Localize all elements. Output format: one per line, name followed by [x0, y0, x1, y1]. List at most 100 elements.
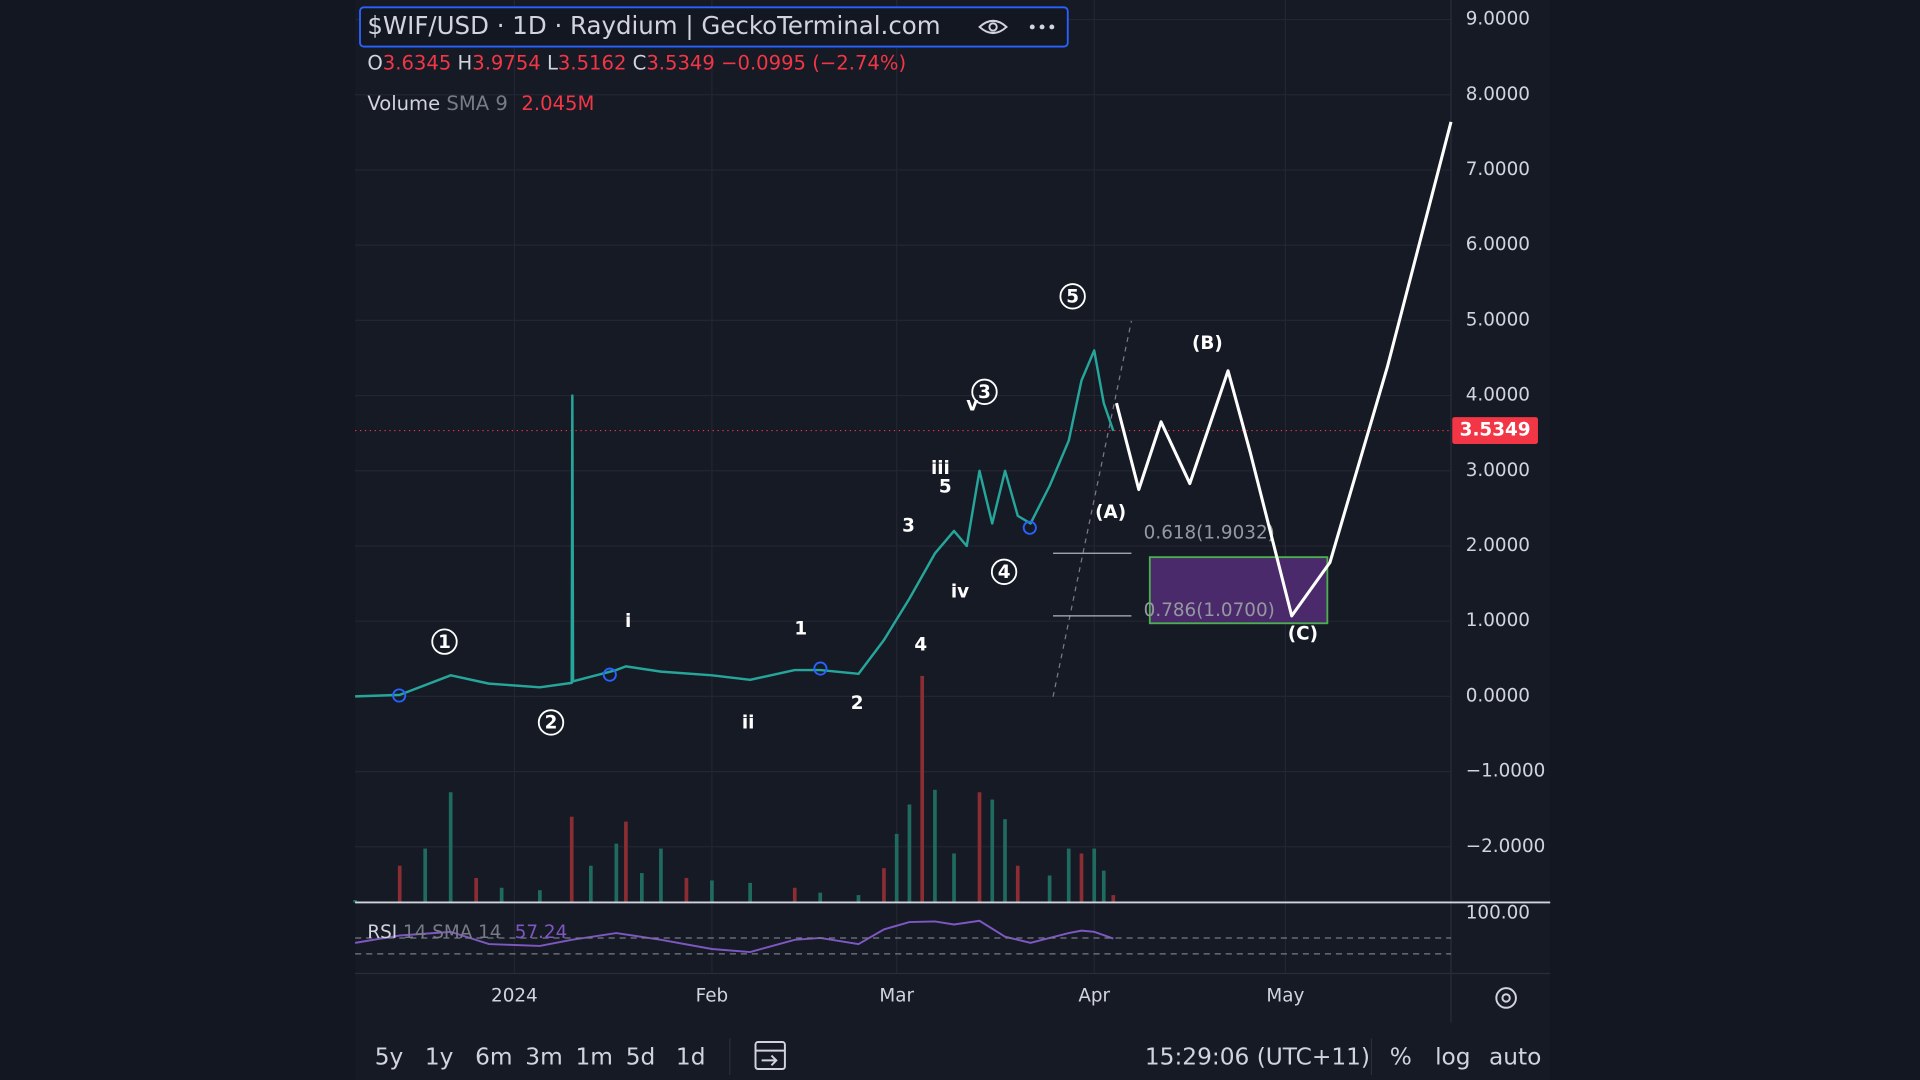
gear-center [1501, 993, 1511, 1003]
volume-bar [1003, 819, 1007, 903]
price-line [355, 349, 1115, 698]
volume-bar [977, 792, 982, 903]
volume-value: 2.045M [521, 92, 594, 115]
volume-bar [499, 887, 504, 903]
range-button[interactable]: 6m [475, 1043, 512, 1070]
l-value: 3.5162 [558, 51, 627, 74]
wave-label: 4 [914, 634, 927, 655]
volume-bar [614, 843, 619, 903]
volume-bar [907, 804, 912, 903]
wave-label: iv [951, 582, 969, 603]
grid: 9.0000 8.0000 7.0000 6.0000 5.0000 4.0000 3.00… [355, 0, 1545, 1007]
volume-bar [990, 799, 995, 903]
range-button[interactable]: 5d [626, 1043, 656, 1070]
marker [1022, 520, 1037, 535]
wave-circle [990, 558, 1018, 585]
volume-legend: Volume SMA 9 2.045M [367, 92, 594, 115]
wave-label: v [966, 394, 978, 415]
volume-bar [1015, 865, 1020, 903]
volume-bar [952, 853, 956, 903]
title-box[interactable] [359, 6, 1069, 48]
y-tick-label: 7.0000 [1466, 159, 1530, 180]
volume-bar [639, 873, 644, 903]
x-tick-label: Mar [879, 986, 914, 1007]
volume-bar [397, 865, 402, 903]
range-button[interactable]: 5y [375, 1043, 404, 1070]
wave-circle [537, 709, 565, 736]
volume-bar [448, 792, 453, 903]
c-label: C [633, 51, 647, 74]
price-tag-label: 3.5349 [1460, 420, 1531, 441]
marks: 0.618(1.9032)0.786(1.0700)3.534912345iii… [353, 121, 1538, 954]
volume-bar [882, 868, 886, 903]
range-button[interactable]: 1d [676, 1043, 706, 1070]
eye-pupil [988, 22, 998, 32]
volume-bar [1066, 848, 1071, 903]
auto-toggle[interactable]: auto [1489, 1043, 1541, 1070]
y-tick-label: −2.0000 [1466, 836, 1546, 857]
range-button[interactable]: 3m [525, 1043, 562, 1070]
rsi-sma: SMA 14 [432, 922, 501, 943]
o-label: O [367, 51, 382, 74]
h-label: H [458, 51, 473, 74]
volume-bar [748, 882, 752, 903]
chart-panel [355, 0, 1551, 1080]
dot [1029, 24, 1035, 30]
volume-bar [818, 892, 823, 903]
volume-bar [569, 816, 574, 903]
settings-icon[interactable] [1495, 987, 1517, 1009]
marker [602, 667, 617, 682]
rsi-length: 14 [403, 922, 426, 943]
volume-bar [856, 895, 861, 903]
rsi-tick-label: 100.00 [1466, 902, 1530, 923]
gear [1495, 987, 1517, 1009]
wave-label: 5 [1066, 287, 1079, 308]
volume-bar [659, 848, 663, 903]
x-tick-label: Feb [696, 986, 729, 1007]
wave-label: 3 [978, 382, 991, 403]
y-tick-label: 8.0000 [1466, 84, 1530, 105]
dot [1049, 24, 1055, 30]
l-label: L [547, 51, 558, 74]
y-tick-label: 5.0000 [1466, 309, 1530, 330]
volume-bar [353, 900, 357, 903]
volume-bar [1101, 870, 1106, 903]
wave-label: (B) [1192, 333, 1223, 354]
volume-bar [423, 848, 428, 903]
more-icon[interactable] [1029, 24, 1055, 30]
percent-toggle[interactable]: % [1390, 1043, 1412, 1070]
wave-label: 2 [545, 713, 558, 734]
volume-bar [474, 877, 478, 903]
range-button[interactable]: 1m [576, 1043, 613, 1070]
range-button[interactable]: 1y [425, 1043, 454, 1070]
volume-bar [710, 880, 714, 903]
wave-label: 4 [998, 562, 1011, 583]
volume-bar [538, 890, 542, 903]
wave-label: i [625, 611, 631, 632]
y-tick-label: 9.0000 [1466, 9, 1530, 30]
volume-sma: SMA 9 [446, 92, 507, 115]
log-toggle[interactable]: log [1435, 1043, 1470, 1070]
y-tick-label: 3.0000 [1466, 460, 1530, 481]
calendar-icon[interactable] [754, 1041, 786, 1070]
y-tick-label: 2.0000 [1466, 535, 1530, 556]
chart-title: $WIF/USD · 1D · Raydium | GeckoTerminal.… [367, 11, 940, 40]
dot [1039, 24, 1045, 30]
toolbar: 5y 1y 6m 3m 1m 5d 1d [375, 1043, 706, 1070]
x-tick-label: 2024 [491, 986, 538, 1007]
wave-label: 5 [939, 476, 952, 497]
projection-line [1115, 121, 1453, 618]
volume-bar [624, 821, 628, 903]
volume-name: Volume [367, 92, 440, 115]
wave-label: 1 [794, 618, 807, 639]
volume-bar [589, 865, 593, 903]
y-tick-label: 1.0000 [1466, 610, 1530, 631]
fib-label: 0.618(1.9032) [1144, 523, 1275, 544]
eye-outline [978, 19, 1008, 35]
x-tick-label: May [1266, 986, 1304, 1007]
calendar-arrow [761, 1054, 778, 1066]
eye-icon[interactable] [978, 19, 1008, 35]
marker [813, 661, 828, 676]
